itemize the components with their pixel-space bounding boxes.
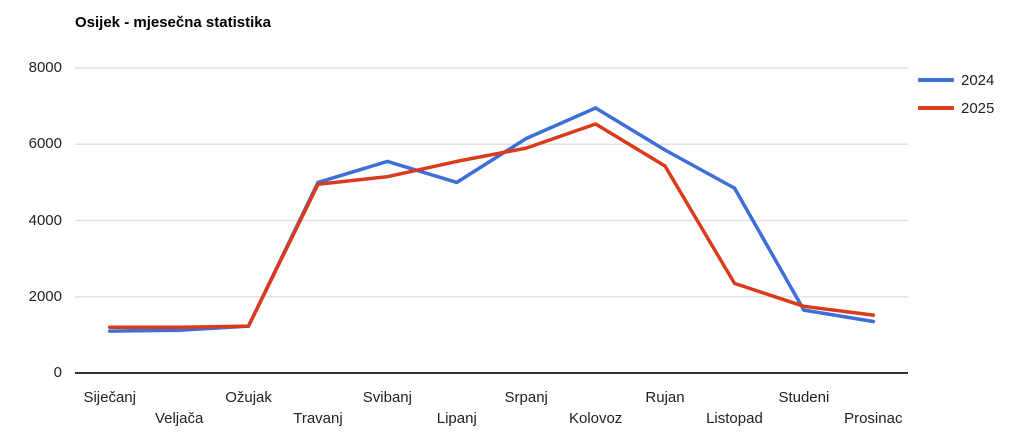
x-tick-label: Svibanj — [362, 389, 412, 406]
x-tick-label: Travanj — [293, 410, 343, 427]
x-tick-label: Lipanj — [436, 410, 477, 427]
y-tick-label: 0 — [53, 364, 62, 381]
legend-line-swatch — [918, 78, 954, 82]
y-tick-label: 4000 — [28, 211, 62, 229]
x-tick-label: Studeni — [778, 389, 830, 406]
legend-item-2025[interactable]: 2025 — [918, 94, 994, 122]
x-tick-label: Rujan — [645, 389, 685, 406]
legend-label: 2024 — [961, 71, 995, 89]
x-tick-label: Ožujak — [225, 389, 272, 406]
x-tick-label: Prosinac — [844, 410, 903, 427]
x-tick-label: Listopad — [706, 410, 763, 427]
y-tick-label: 6000 — [28, 135, 62, 153]
chart-title: Osijek - mjesečna statistika — [75, 14, 271, 31]
legend: 2024 2025 — [918, 66, 994, 122]
x-tick-label: Kolovoz — [568, 410, 623, 427]
legend-label: 2025 — [961, 99, 995, 117]
series-line-2025[interactable] — [107, 122, 876, 330]
legend-line-swatch — [918, 106, 954, 110]
legend-item-2024[interactable]: 2024 — [918, 66, 994, 94]
series-line-2024[interactable] — [107, 106, 876, 333]
x-tick-label: Srpanj — [504, 389, 548, 406]
y-tick-label: 8000 — [28, 59, 62, 76]
x-tick-label: Siječanj — [83, 389, 136, 406]
y-tick-label: 2000 — [28, 287, 62, 305]
x-tick-label: Veljača — [154, 410, 204, 427]
